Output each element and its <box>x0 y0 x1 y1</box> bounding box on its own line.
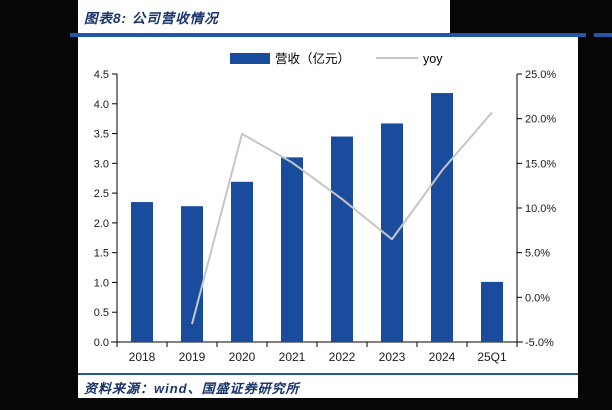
right-axis-tick-label: 20.0% <box>525 114 556 126</box>
left-axis-tick-label: 2.5 <box>94 188 109 200</box>
right-axis-tick-label: 25.0% <box>525 69 556 81</box>
source-row: 资料来源：wind、国盛证券研究所 <box>78 375 578 398</box>
legend-bar-swatch <box>230 53 270 64</box>
x-axis-label: 2024 <box>429 350 456 364</box>
x-axis-label: 2023 <box>379 350 406 364</box>
bar-25Q1 <box>481 281 503 342</box>
bar-2021 <box>281 157 303 342</box>
left-axis-tick-label: 0.5 <box>94 307 109 319</box>
x-axis-label: 2020 <box>229 350 256 364</box>
top-rule <box>70 33 586 37</box>
bottom-rule <box>78 373 578 375</box>
right-axis-tick-label: 5.0% <box>525 248 550 260</box>
figure-title: 图表8: 公司营收情况 <box>84 11 219 26</box>
x-axis-label: 2022 <box>329 350 356 364</box>
x-axis-label: 2019 <box>179 350 206 364</box>
source-text: 资料来源：wind、国盛证券研究所 <box>84 381 300 396</box>
figure-title-strip <box>78 0 450 33</box>
left-axis-tick-label: 1.5 <box>94 248 109 260</box>
left-axis-tick-label: 3.0 <box>94 158 109 170</box>
revenue-yoy-chart: 营收（亿元） yoy 0.0 0.5 1.0 1.5 2.0 2.5 3.0 3.5 4.0 4.5 -… <box>94 51 557 364</box>
x-axis-label: 2018 <box>129 350 156 364</box>
bar-2019 <box>181 206 203 342</box>
yoy-line <box>191 111 493 325</box>
x-axis-label: 25Q1 <box>477 350 507 364</box>
bar-2023 <box>381 123 403 342</box>
left-axis-tick-label: 4.5 <box>94 69 109 81</box>
left-axis-tick-label: 4.0 <box>94 99 109 111</box>
top-rule-next-page-fragment <box>594 33 612 37</box>
bar-2022 <box>331 136 353 342</box>
left-axis-tick-label: 3.5 <box>94 129 109 141</box>
left-axis-tick-label: 0.0 <box>94 337 109 349</box>
right-axis-tick-label: -5.0% <box>525 337 554 349</box>
right-axis-tick-label: 10.0% <box>525 203 556 215</box>
right-axis-tick-label: 15.0% <box>525 158 556 170</box>
x-axis-label: 2021 <box>279 350 306 364</box>
revenue-chart-panel: 营收（亿元） yoy 0.0 0.5 1.0 1.5 2.0 2.5 3.0 3.5 4.0 4.5 -… <box>78 37 578 373</box>
bar-2024 <box>431 93 453 343</box>
bar-2020 <box>231 181 253 342</box>
bar-2018 <box>131 202 153 342</box>
legend-bar-label: 营收（亿元） <box>275 51 350 66</box>
legend-line-label: yoy <box>423 52 443 66</box>
left-axis-tick-label: 1.0 <box>94 277 109 289</box>
left-axis-tick-label: 2.0 <box>94 218 109 230</box>
right-axis-tick-label: 0.0% <box>525 292 550 304</box>
